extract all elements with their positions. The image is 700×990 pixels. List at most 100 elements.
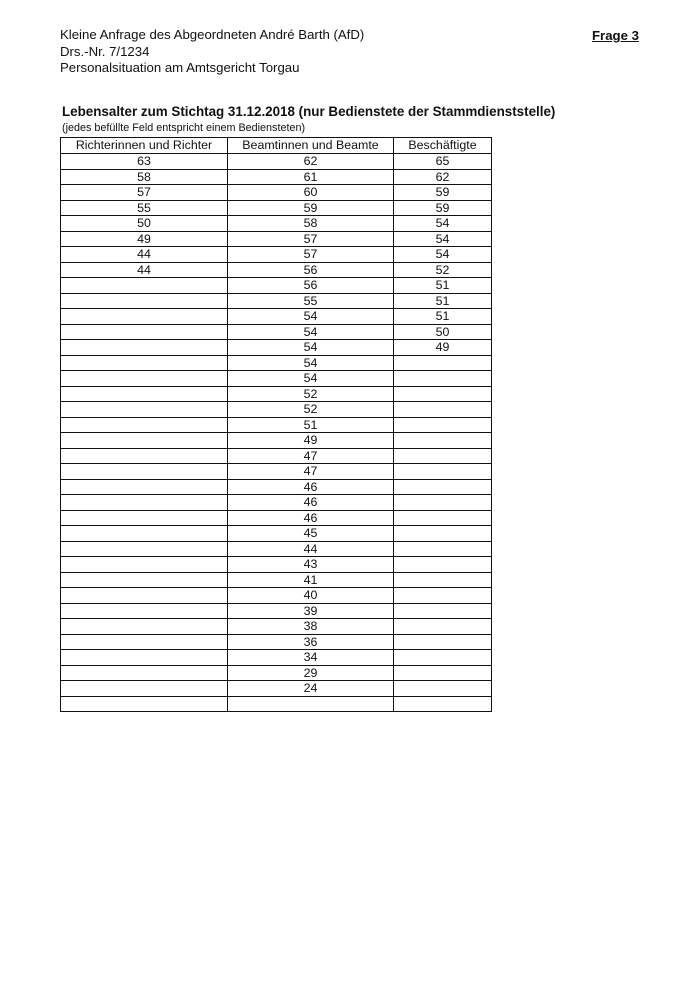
table-row: 39 <box>60 602 492 619</box>
cell-beschaeftigte <box>393 618 492 635</box>
cell-beamte: 29 <box>227 664 394 681</box>
table-row: 49 57 54 <box>60 230 492 247</box>
cell-richter <box>60 277 228 294</box>
table-row: 49 <box>60 432 492 449</box>
table-row: 58 61 62 <box>60 168 492 185</box>
table-row: 41 <box>60 571 492 588</box>
cell-beschaeftigte <box>393 509 492 526</box>
cell-beschaeftigte <box>393 571 492 588</box>
cell-beschaeftigte <box>393 680 492 697</box>
table-row: 34 <box>60 649 492 666</box>
cell-richter <box>60 416 228 433</box>
table-row: 54 <box>60 370 492 387</box>
cell-beschaeftigte <box>393 587 492 604</box>
cell-beamte: 47 <box>227 463 394 480</box>
cell-beamte: 55 <box>227 292 394 309</box>
cell-beamte: 36 <box>227 633 394 650</box>
cell-beschaeftigte <box>393 540 492 557</box>
cell-richter <box>60 494 228 511</box>
table-header-row: Richterinnen und Richter Beamtinnen und … <box>60 137 492 154</box>
cell-beschaeftigte: 50 <box>393 323 492 340</box>
cell-beschaeftigte: 59 <box>393 184 492 201</box>
cell-beamte: 34 <box>227 649 394 666</box>
table-row: 54 50 <box>60 323 492 340</box>
table-row: 40 <box>60 587 492 604</box>
cell-richter: 55 <box>60 199 228 216</box>
cell-richter: 58 <box>60 168 228 185</box>
header-line-inquiry: Kleine Anfrage des Abgeordneten André Ba… <box>60 27 365 42</box>
cell-beschaeftigte <box>393 385 492 402</box>
cell-richter <box>60 370 228 387</box>
column-header-richter: Richterinnen und Richter <box>60 137 228 154</box>
cell-richter <box>60 385 228 402</box>
column-header-beschaeftigte: Beschäftigte <box>393 137 492 154</box>
cell-beamte: 54 <box>227 370 394 387</box>
table-row: 50 58 54 <box>60 215 492 232</box>
cell-richter <box>60 354 228 371</box>
table-row: 46 <box>60 509 492 526</box>
cell-richter <box>60 339 228 356</box>
cell-beschaeftigte: 52 <box>393 261 492 278</box>
table-row: 51 <box>60 416 492 433</box>
cell-beamte: 54 <box>227 308 394 325</box>
table-row: 54 51 <box>60 308 492 325</box>
cell-beschaeftigte: 62 <box>393 168 492 185</box>
table-title: Lebensalter zum Stichtag 31.12.2018 (nur… <box>62 104 556 119</box>
table-row: 38 <box>60 618 492 635</box>
cell-richter <box>60 292 228 309</box>
cell-beschaeftigte: 54 <box>393 230 492 247</box>
cell-beamte: 46 <box>227 478 394 495</box>
cell-richter: 49 <box>60 230 228 247</box>
cell-beamte: 54 <box>227 323 394 340</box>
cell-beschaeftigte <box>393 416 492 433</box>
cell-beschaeftigte: 49 <box>393 339 492 356</box>
cell-beschaeftigte <box>393 370 492 387</box>
cell-richter <box>60 525 228 542</box>
cell-beamte: 57 <box>227 230 394 247</box>
table-row: 29 <box>60 664 492 681</box>
cell-beamte: 54 <box>227 354 394 371</box>
cell-beschaeftigte <box>393 649 492 666</box>
header-line-subject: Personalsituation am Amtsgericht Torgau <box>60 60 300 75</box>
cell-richter <box>60 649 228 666</box>
cell-beamte: 52 <box>227 385 394 402</box>
age-table: Richterinnen und Richter Beamtinnen und … <box>60 137 492 712</box>
table-row: 52 <box>60 401 492 418</box>
cell-beamte: 56 <box>227 261 394 278</box>
cell-richter <box>60 540 228 557</box>
cell-beschaeftigte: 51 <box>393 292 492 309</box>
table-row: 44 57 54 <box>60 246 492 263</box>
cell-beamte: 46 <box>227 494 394 511</box>
table-row: 47 <box>60 463 492 480</box>
cell-richter <box>60 571 228 588</box>
cell-beamte: 59 <box>227 199 394 216</box>
cell-beschaeftigte <box>393 695 492 712</box>
cell-beamte: 44 <box>227 540 394 557</box>
cell-beamte: 24 <box>227 680 394 697</box>
cell-beamte: 52 <box>227 401 394 418</box>
cell-beamte: 58 <box>227 215 394 232</box>
cell-beamte: 61 <box>227 168 394 185</box>
cell-richter <box>60 463 228 480</box>
cell-beamte: 56 <box>227 277 394 294</box>
cell-richter: 50 <box>60 215 228 232</box>
cell-beschaeftigte: 51 <box>393 277 492 294</box>
table-row: 36 <box>60 633 492 650</box>
cell-beamte: 41 <box>227 571 394 588</box>
cell-beschaeftigte <box>393 432 492 449</box>
cell-beschaeftigte <box>393 664 492 681</box>
cell-richter <box>60 509 228 526</box>
cell-beamte: 45 <box>227 525 394 542</box>
header-line-drs: Drs.-Nr. 7/1234 <box>60 43 150 59</box>
cell-beschaeftigte <box>393 478 492 495</box>
question-label: Frage 3 <box>592 28 639 43</box>
table-row: 45 <box>60 525 492 542</box>
cell-beschaeftigte: 59 <box>393 199 492 216</box>
cell-richter <box>60 432 228 449</box>
table-note: (jedes befüllte Feld entspricht einem Be… <box>62 122 306 134</box>
cell-beamte: 47 <box>227 447 394 464</box>
cell-beamte: 46 <box>227 509 394 526</box>
cell-richter <box>60 618 228 635</box>
column-header-beamte: Beamtinnen und Beamte <box>227 137 394 154</box>
cell-richter <box>60 695 228 712</box>
